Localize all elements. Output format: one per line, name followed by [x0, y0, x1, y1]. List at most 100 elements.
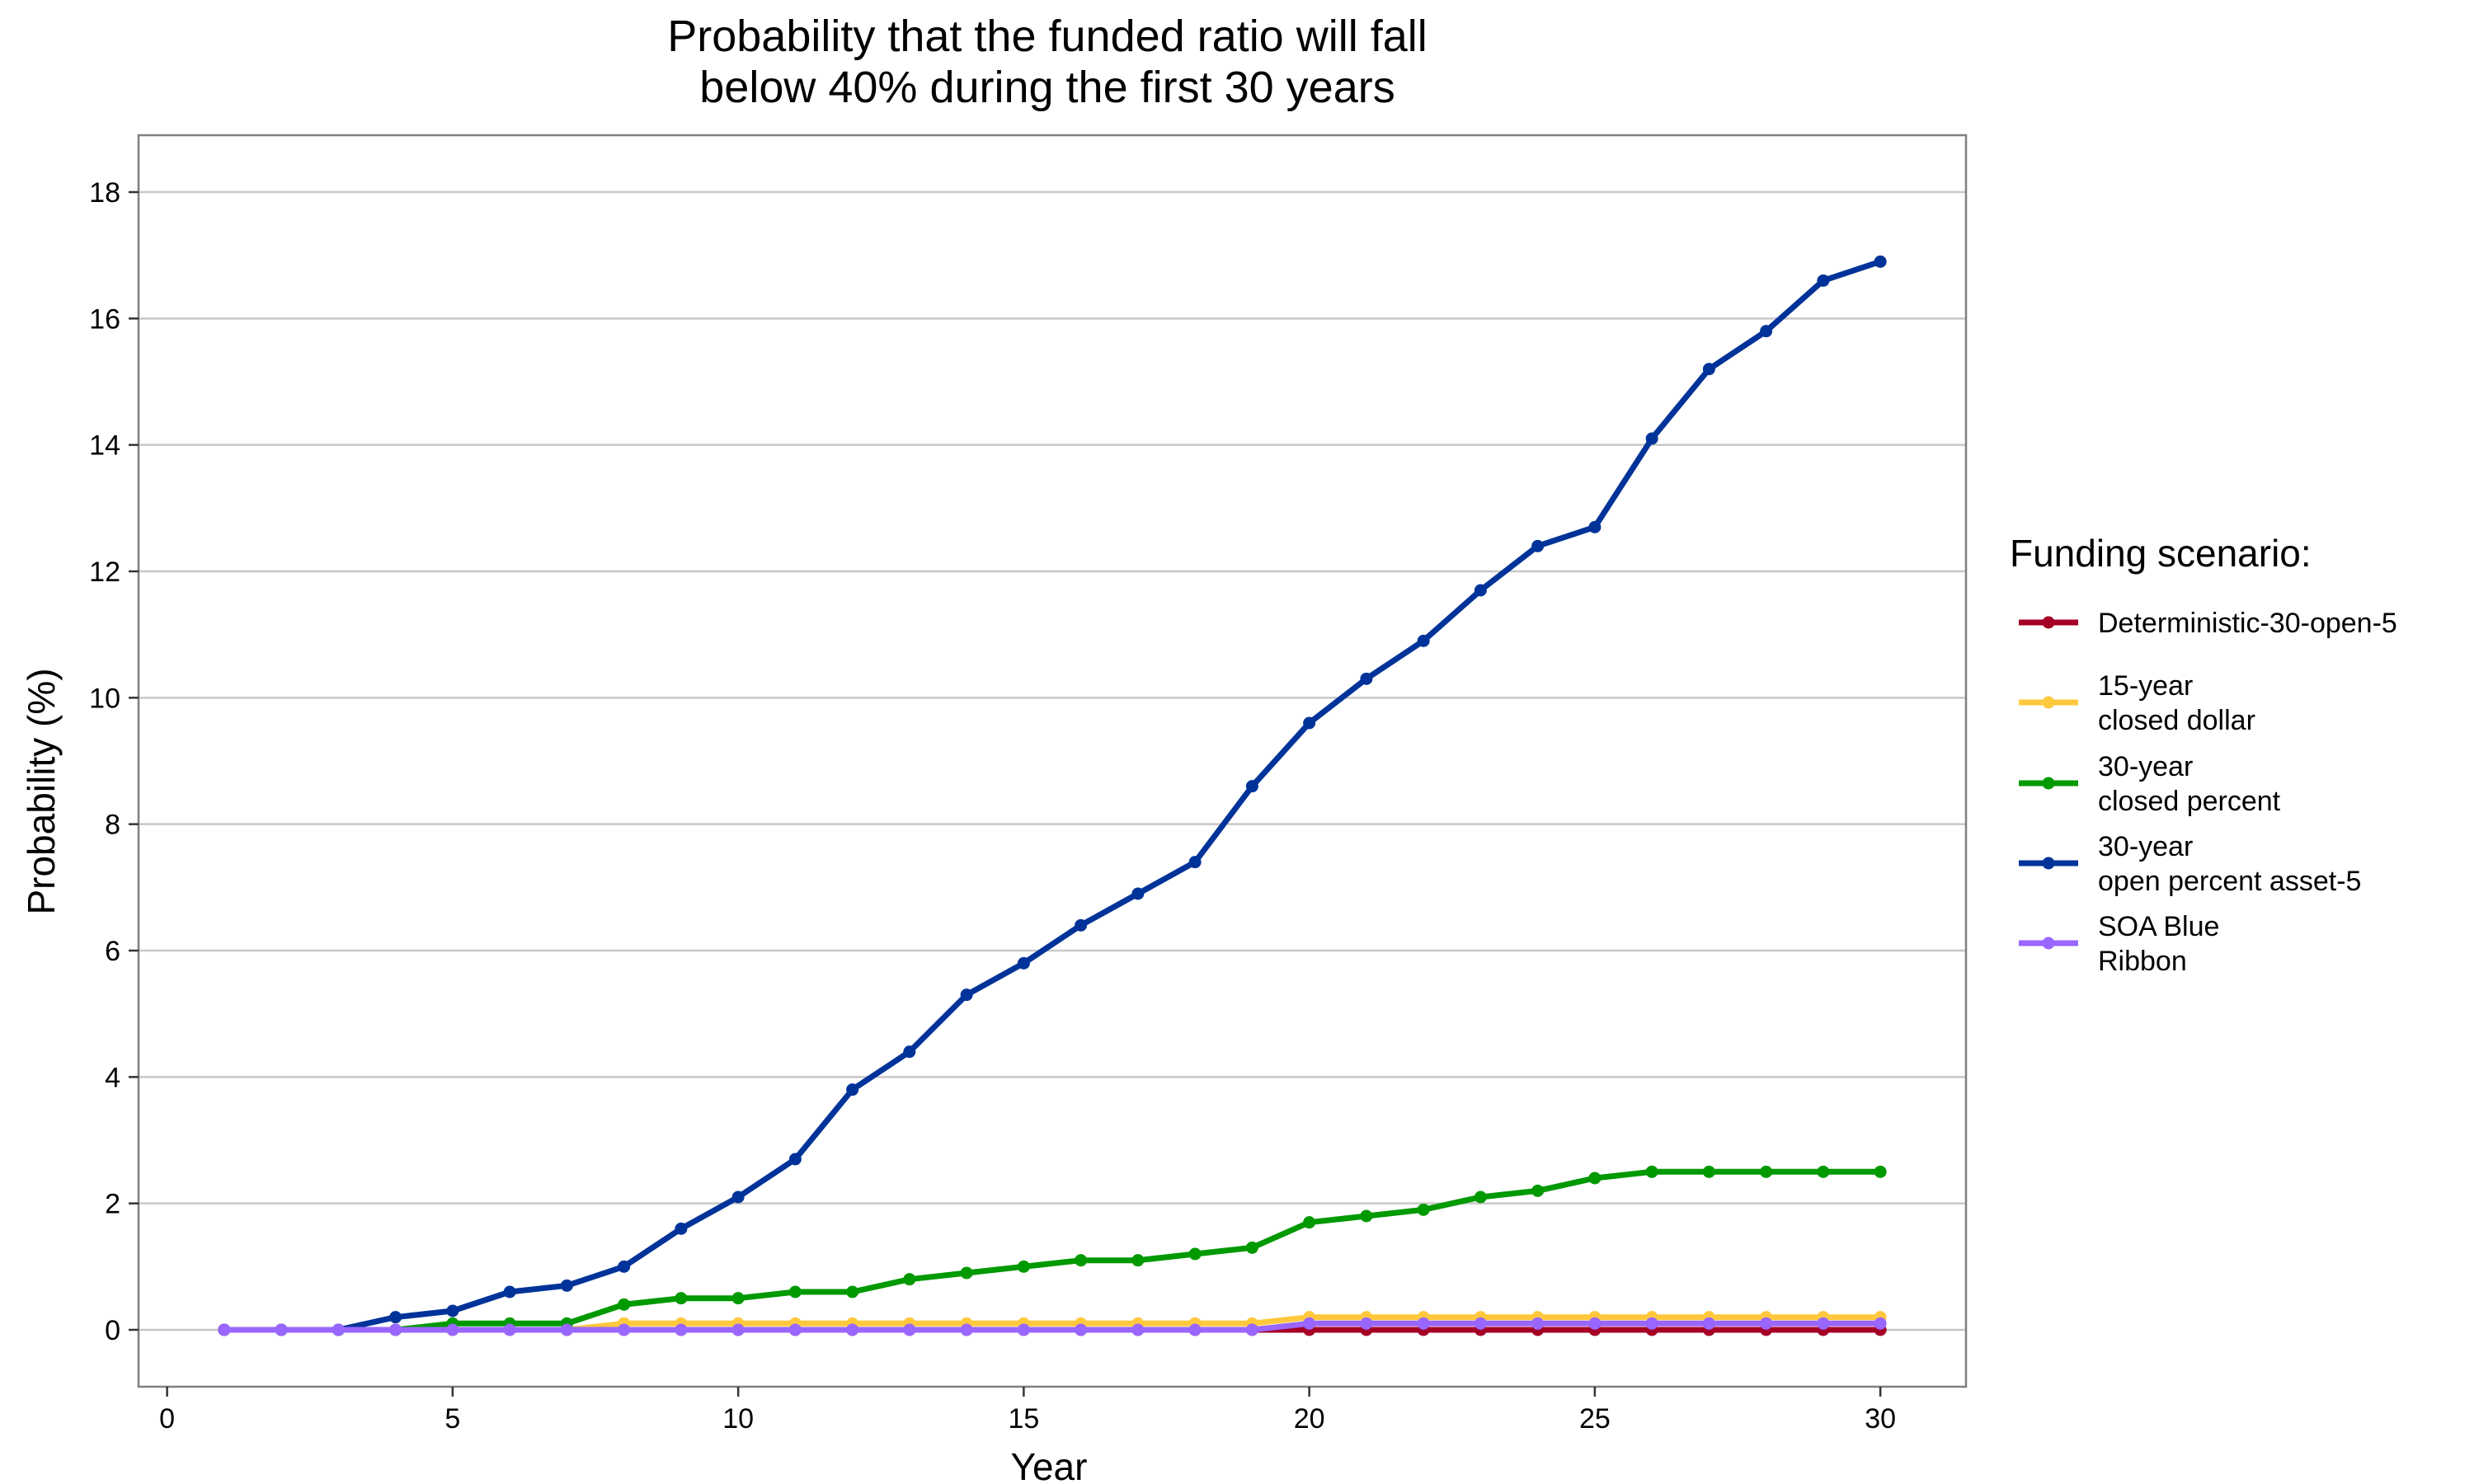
series-5-point: [218, 1323, 231, 1336]
legend-label: Deterministic-30-open-5: [2098, 608, 2397, 639]
legend: Funding scenario: Deterministic-30-open-…: [2010, 532, 2397, 977]
series-3-point: [1588, 1172, 1602, 1185]
series-3-point: [731, 1292, 745, 1305]
series-4-point: [1817, 274, 1830, 287]
series-line-4: [221, 258, 1884, 1333]
legend-label: 15-year: [2098, 670, 2193, 702]
y-tick-label: 14: [89, 430, 120, 462]
series-4-point: [1303, 716, 1316, 730]
series-3-point: [675, 1292, 688, 1305]
y-tick-label: 6: [105, 936, 120, 967]
y-tick-label: 8: [105, 810, 120, 841]
series-4-point: [1360, 672, 1373, 685]
series-4-point: [675, 1222, 688, 1235]
series-3-point: [903, 1273, 916, 1286]
legend-label: Ribbon: [2098, 946, 2187, 977]
series-5-point: [1874, 1317, 1887, 1330]
series-3-point: [1017, 1260, 1030, 1273]
series-4-point: [1131, 887, 1145, 900]
legend-key-point: [2042, 857, 2055, 870]
series-5-point: [1131, 1323, 1145, 1336]
series-4-point: [1075, 918, 1088, 932]
series-4-point: [389, 1311, 402, 1324]
legend-key-point: [2042, 777, 2055, 790]
y-tick-label: 16: [89, 303, 120, 335]
series-4-point: [1874, 255, 1887, 268]
x-tick-label: 0: [159, 1403, 175, 1435]
y-tick-label: 4: [105, 1062, 120, 1093]
series-5-point: [446, 1323, 459, 1336]
series-4-point: [1588, 520, 1602, 533]
y-tick-label: 12: [89, 556, 120, 588]
chart-title-line-2: below 40% during the first 30 years: [699, 63, 1395, 112]
legend-label: closed percent: [2098, 786, 2281, 817]
series-4-point: [788, 1153, 802, 1166]
series-4-point: [618, 1260, 631, 1273]
series-3-point: [960, 1266, 973, 1280]
series-3-point: [1417, 1203, 1430, 1216]
series-3-point: [1075, 1254, 1088, 1267]
x-tick-label: 20: [1294, 1403, 1325, 1435]
series-5-point: [960, 1323, 973, 1336]
series-5-point: [1531, 1317, 1545, 1330]
series-3-point: [1702, 1165, 1715, 1178]
y-tick-label: 10: [89, 683, 120, 714]
series-4-point: [846, 1083, 859, 1097]
series-5-point: [1245, 1323, 1258, 1336]
y-tick-label: 0: [105, 1315, 120, 1346]
series-5-point: [675, 1323, 688, 1336]
series-3-point: [618, 1298, 631, 1311]
series-3-point: [1531, 1184, 1545, 1197]
series-5-point: [389, 1323, 402, 1336]
series-3-point: [1360, 1209, 1373, 1223]
series-5-point: [1360, 1317, 1373, 1330]
series-4-point: [446, 1304, 459, 1317]
x-tick-label: 30: [1865, 1403, 1896, 1435]
series-5-point: [275, 1323, 288, 1336]
series-5-point: [1817, 1317, 1830, 1330]
series-4-point: [1474, 584, 1487, 597]
chart-title-line-1: Probability that the funded ratio will f…: [667, 12, 1427, 61]
series-4-point: [503, 1285, 516, 1298]
series-5-point: [1303, 1317, 1316, 1330]
series-3-point: [788, 1285, 802, 1298]
series-4-point: [731, 1190, 745, 1204]
series-5-point: [1417, 1317, 1430, 1330]
series-4-point: [1645, 432, 1658, 445]
legend-key-point: [2042, 937, 2055, 950]
series-3-point: [1817, 1165, 1830, 1178]
legend-key-point: [2042, 696, 2055, 709]
legend-label: SOA Blue: [2098, 911, 2219, 942]
series-5-point: [1017, 1323, 1030, 1336]
series-5-point: [1760, 1317, 1773, 1330]
x-tick-label: 15: [1008, 1403, 1039, 1435]
series-5-point: [788, 1323, 802, 1336]
series-3-point: [1245, 1241, 1258, 1254]
series-3-point: [1874, 1165, 1887, 1178]
series-5-point: [332, 1323, 345, 1336]
series-4-point: [1531, 539, 1545, 552]
y-tick-label: 2: [105, 1189, 120, 1220]
y-tick-label: 18: [89, 177, 120, 209]
series-4-point: [1417, 634, 1430, 647]
series-5-point: [1588, 1317, 1602, 1330]
legend-label: open percent asset-5: [2098, 866, 2361, 897]
x-tick-label: 10: [722, 1403, 754, 1435]
series-4-point: [1245, 780, 1258, 793]
legend-label: 30-year: [2098, 831, 2193, 862]
legend-title: Funding scenario:: [2010, 532, 2312, 575]
series-5-point: [1645, 1317, 1658, 1330]
series-4-point: [560, 1279, 573, 1292]
series-3-point: [1760, 1165, 1773, 1178]
series-3-point: [1303, 1216, 1316, 1229]
series-3-point: [1474, 1190, 1487, 1204]
series-5-point: [1188, 1323, 1202, 1336]
series-4-point: [1702, 363, 1715, 376]
legend-label: closed dollar: [2098, 705, 2255, 736]
series-4-point: [1017, 956, 1030, 970]
plot-border: [137, 134, 1968, 1388]
legend-key-point: [2042, 616, 2055, 629]
x-tick-label: 25: [1579, 1403, 1611, 1435]
series-5-point: [903, 1323, 916, 1336]
